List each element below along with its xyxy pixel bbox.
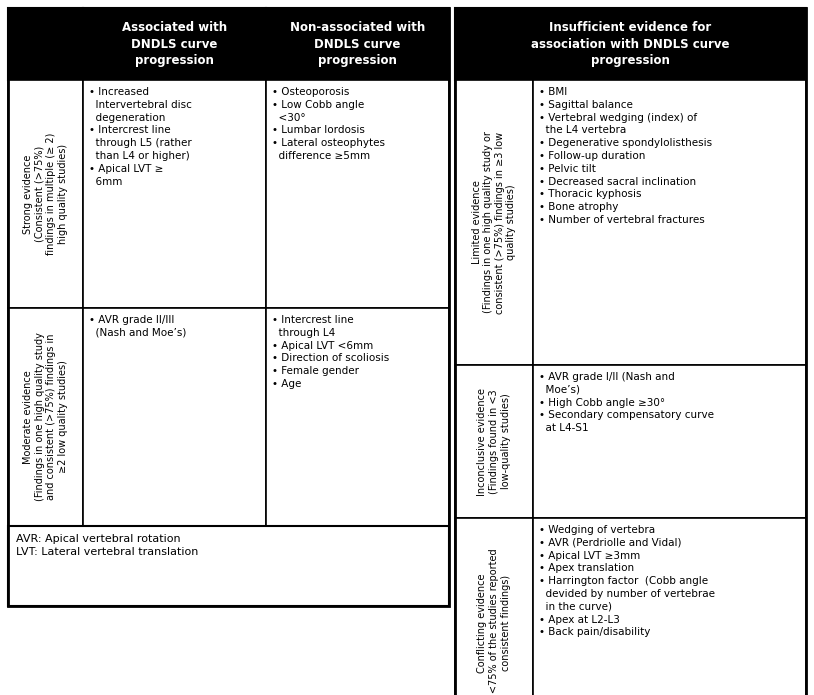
Bar <box>455 8 806 695</box>
Text: Associated with
DNDLS curve
progression: Associated with DNDLS curve progression <box>122 21 227 67</box>
Bar <box>533 518 806 695</box>
Bar <box>8 308 83 526</box>
Bar <box>8 80 83 308</box>
Bar <box>533 365 806 518</box>
Bar <box>83 80 266 308</box>
Text: Strong evidence
(Consistent (>75%)
findings in multiple (≥ 2)
high quality studi: Strong evidence (Consistent (>75%) findi… <box>23 133 68 255</box>
Text: Non-associated with
DNDLS curve
progression: Non-associated with DNDLS curve progress… <box>290 21 425 67</box>
Bar <box>83 308 266 526</box>
Bar <box>8 8 449 606</box>
Text: • AVR grade II/III
  (Nash and Moe’s): • AVR grade II/III (Nash and Moe’s) <box>89 315 186 338</box>
Bar <box>455 8 806 80</box>
Bar <box>8 8 83 80</box>
Text: • BMI
• Sagittal balance
• Vertebral wedging (index) of
  the L4 vertebra
• Dege: • BMI • Sagittal balance • Vertebral wed… <box>539 87 712 225</box>
Bar <box>455 365 533 518</box>
Text: • AVR grade I/II (Nash and
  Moe’s)
• High Cobb angle ≥30°
• Secondary compensat: • AVR grade I/II (Nash and Moe’s) • High… <box>539 372 714 433</box>
Bar <box>455 518 533 695</box>
Text: • Increased
  Intervertebral disc
  degeneration
• Intercrest line
  through L5 : • Increased Intervertebral disc degenera… <box>89 87 192 186</box>
Text: • Intercrest line
  through L4
• Apical LVT <6mm
• Direction of scoliosis
• Fema: • Intercrest line through L4 • Apical LV… <box>272 315 389 389</box>
Text: Insufficient evidence for
association with DNDLS curve
progression: Insufficient evidence for association wi… <box>532 21 729 67</box>
Text: Conflicting evidence
(<75% of the studies reported
consistent findings): Conflicting evidence (<75% of the studie… <box>477 548 510 695</box>
Bar <box>8 526 449 606</box>
Bar <box>266 8 449 80</box>
Text: • Osteoporosis
• Low Cobb angle
  <30°
• Lumbar lordosis
• Lateral osteophytes
 : • Osteoporosis • Low Cobb angle <30° • L… <box>272 87 385 161</box>
Text: Moderate evidence
(Findings in one high quality study
and consistent (>75%) find: Moderate evidence (Findings in one high … <box>23 333 68 501</box>
Bar <box>455 80 533 365</box>
Bar <box>533 80 806 365</box>
Bar <box>266 308 449 526</box>
Bar <box>83 8 266 80</box>
Bar <box>266 80 449 308</box>
Text: AVR: Apical vertebral rotation
LVT: Lateral vertebral translation: AVR: Apical vertebral rotation LVT: Late… <box>16 534 199 557</box>
Text: Limited evidence
(Findings in one high quality study or
consistent (>75%) findin: Limited evidence (Findings in one high q… <box>471 131 516 313</box>
Text: • Wedging of vertebra
• AVR (Perdriolle and Vidal)
• Apical LVT ≥3mm
• Apex tran: • Wedging of vertebra • AVR (Perdriolle … <box>539 525 715 637</box>
Text: Inconclusive evidence
(Findings found in <3
low-quality studies): Inconclusive evidence (Findings found in… <box>477 388 510 496</box>
